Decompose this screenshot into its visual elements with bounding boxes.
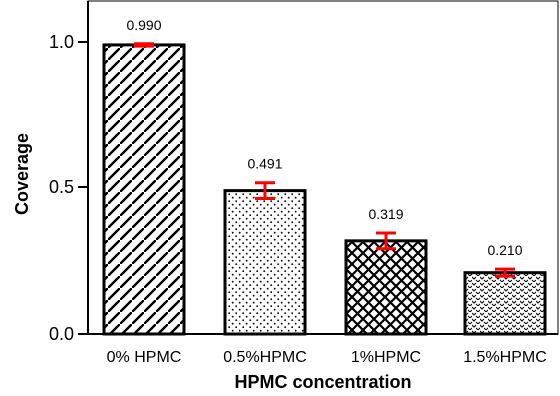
y-tick-label-0: 0.0 bbox=[49, 324, 74, 344]
category-label-0: 0% HPMC bbox=[107, 349, 182, 366]
error-bar-2 bbox=[376, 231, 396, 251]
category-label-3: 1.5%HPMC bbox=[463, 349, 547, 366]
data-label-2: 0.319 bbox=[368, 206, 403, 222]
y-tick-label-2: 1.0 bbox=[49, 32, 74, 52]
error-bar-3 bbox=[495, 267, 515, 278]
data-label-1: 0.491 bbox=[247, 156, 282, 172]
y-axis-title: Coverage bbox=[12, 133, 32, 215]
error-bar-1 bbox=[255, 181, 275, 201]
bar-2 bbox=[344, 239, 428, 336]
bar-3 bbox=[463, 271, 547, 336]
x-axis-title: HPMC concentration bbox=[234, 372, 411, 392]
error-bar-0 bbox=[134, 42, 154, 48]
category-label-1: 0.5%HPMC bbox=[223, 349, 307, 366]
bar-1 bbox=[223, 189, 307, 336]
bar-0 bbox=[102, 43, 186, 336]
data-label-3: 0.210 bbox=[487, 242, 522, 258]
data-label-0: 0.990 bbox=[126, 17, 161, 33]
y-tick-label-1: 0.5 bbox=[49, 177, 74, 197]
category-label-2: 1%HPMC bbox=[351, 349, 421, 366]
